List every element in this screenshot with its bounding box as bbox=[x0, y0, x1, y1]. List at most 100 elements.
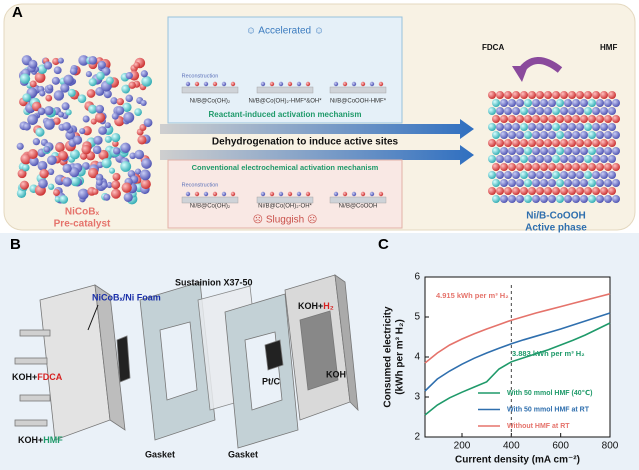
atom bbox=[492, 163, 500, 171]
feed-label: KOH+H₂ bbox=[298, 301, 334, 311]
atom bbox=[580, 147, 588, 155]
atom bbox=[122, 102, 132, 113]
atom bbox=[492, 195, 500, 203]
panel-label: C bbox=[378, 236, 389, 253]
atom bbox=[185, 191, 191, 197]
atom bbox=[532, 115, 540, 123]
atom bbox=[520, 155, 528, 163]
atom bbox=[592, 123, 600, 131]
atom bbox=[278, 81, 284, 87]
state-label: Ni/B@Co(OH)₂-OH* bbox=[258, 204, 312, 210]
legend-label: With 50 mmol HMF at RT bbox=[507, 406, 590, 413]
atom bbox=[612, 179, 620, 187]
atom bbox=[596, 163, 604, 171]
atom bbox=[492, 179, 500, 187]
atom bbox=[568, 187, 576, 195]
atom bbox=[269, 81, 275, 87]
atom bbox=[60, 83, 70, 93]
atom bbox=[61, 102, 70, 111]
atom bbox=[342, 191, 348, 197]
atom bbox=[72, 135, 83, 145]
atom bbox=[104, 135, 112, 143]
atom bbox=[564, 195, 572, 203]
atom bbox=[532, 163, 540, 171]
atom bbox=[512, 171, 520, 179]
atom bbox=[608, 171, 616, 179]
atom bbox=[552, 91, 560, 99]
y-axis-label: Consumed electricity bbox=[383, 306, 394, 408]
atom bbox=[580, 115, 588, 123]
atom bbox=[120, 161, 132, 172]
legend-label: Without HMF at RT bbox=[507, 423, 570, 430]
atom bbox=[556, 99, 564, 107]
atom bbox=[536, 91, 544, 99]
atom bbox=[584, 171, 592, 179]
atom bbox=[123, 112, 135, 123]
atom bbox=[520, 91, 528, 99]
atom bbox=[604, 147, 612, 155]
atom bbox=[564, 115, 572, 123]
atom bbox=[508, 115, 516, 123]
atom bbox=[333, 191, 339, 197]
atom bbox=[57, 111, 65, 118]
atom bbox=[568, 171, 576, 179]
atom bbox=[287, 191, 293, 197]
atom bbox=[108, 167, 116, 174]
atom bbox=[548, 115, 556, 123]
atom bbox=[488, 187, 496, 195]
arrow bbox=[160, 119, 474, 139]
atom bbox=[500, 179, 508, 187]
atom bbox=[600, 139, 608, 147]
plot-area bbox=[424, 276, 611, 438]
atom bbox=[556, 195, 564, 203]
atom bbox=[111, 112, 119, 120]
atom bbox=[378, 81, 384, 87]
atom bbox=[28, 59, 38, 69]
atom bbox=[520, 187, 528, 195]
atom bbox=[221, 191, 227, 197]
atom bbox=[596, 147, 604, 155]
atom bbox=[572, 147, 580, 155]
atom bbox=[588, 163, 596, 171]
atom bbox=[552, 139, 560, 147]
atom bbox=[504, 155, 512, 163]
accelerated-heading: ☺ Accelerated ☺ bbox=[246, 26, 324, 37]
atom bbox=[524, 115, 532, 123]
atom bbox=[112, 172, 121, 181]
atom bbox=[278, 191, 284, 197]
atom bbox=[544, 91, 552, 99]
atom bbox=[496, 139, 504, 147]
slab bbox=[329, 196, 387, 204]
atom bbox=[548, 99, 556, 107]
atom bbox=[21, 163, 30, 172]
atom bbox=[544, 155, 552, 163]
atom bbox=[524, 131, 532, 139]
hmf-label: HMF bbox=[600, 43, 617, 52]
pointer bbox=[87, 304, 99, 331]
series-line bbox=[424, 312, 611, 392]
feed-prefix: KOH+ bbox=[18, 435, 43, 445]
atom bbox=[86, 89, 96, 98]
atom bbox=[287, 81, 293, 87]
atom bbox=[43, 118, 55, 130]
atom bbox=[85, 71, 92, 78]
atom bbox=[54, 196, 61, 203]
atom bbox=[19, 180, 29, 190]
atom bbox=[488, 171, 496, 179]
active-phase-model bbox=[488, 91, 620, 203]
atom bbox=[540, 179, 548, 187]
atom bbox=[111, 180, 121, 190]
atom bbox=[600, 107, 608, 115]
atom bbox=[47, 168, 55, 176]
atom bbox=[16, 142, 24, 150]
atom bbox=[592, 107, 600, 115]
x-tick-label: 400 bbox=[503, 441, 520, 452]
atom bbox=[580, 99, 588, 107]
x-tick-label: 800 bbox=[602, 441, 619, 452]
atom bbox=[536, 139, 544, 147]
atom bbox=[351, 81, 357, 87]
atom bbox=[512, 91, 520, 99]
atom bbox=[532, 147, 540, 155]
atom bbox=[141, 76, 152, 87]
atom bbox=[568, 139, 576, 147]
